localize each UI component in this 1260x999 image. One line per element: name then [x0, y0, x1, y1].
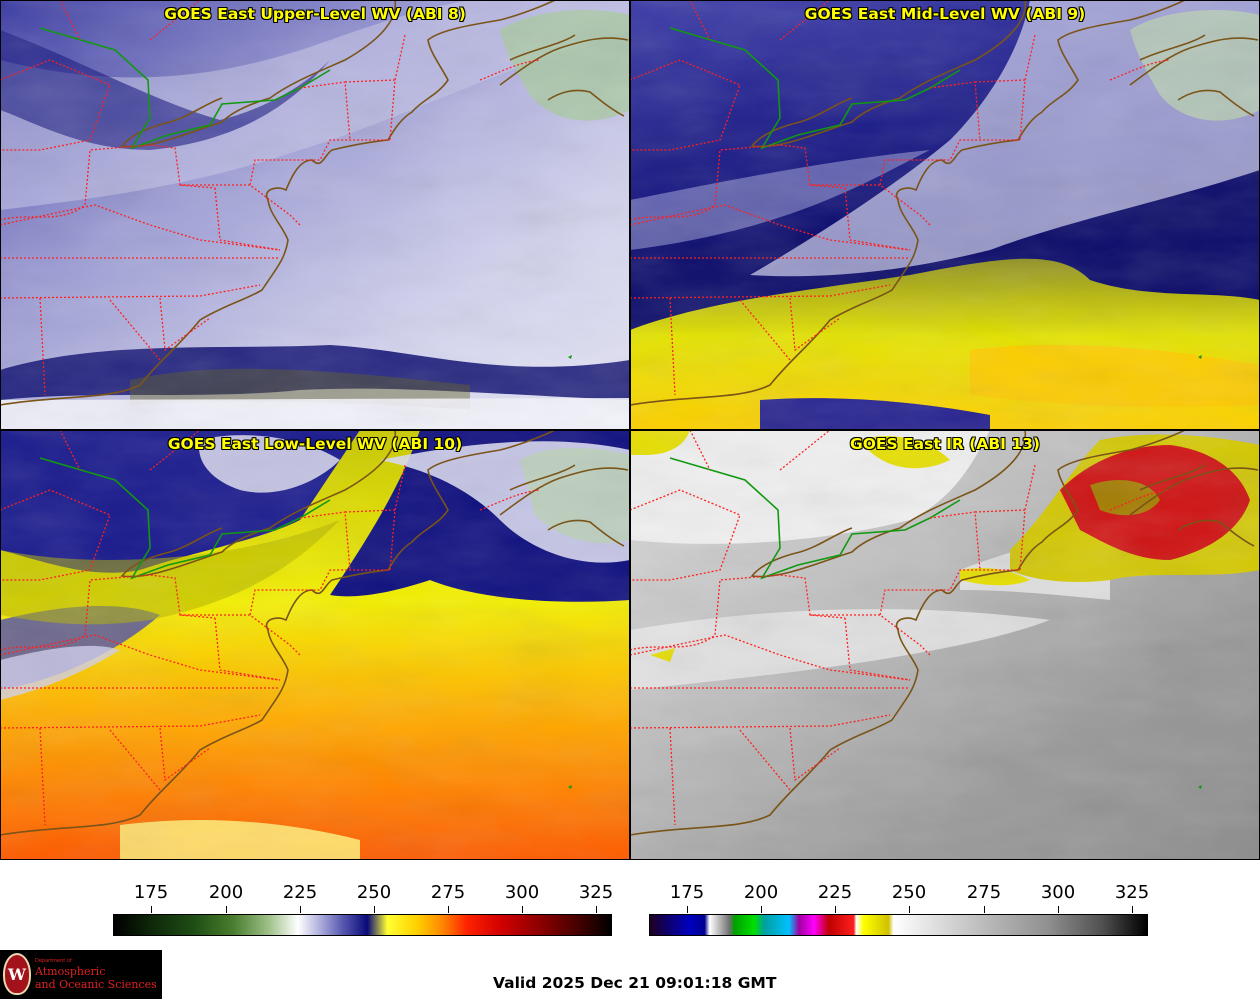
tick-mark: [1132, 906, 1133, 913]
valid-time-label: Valid 2025 Dec 21 09:01:18 GMT: [493, 974, 777, 992]
ir-colorbar: 175 200 225 250 275 300 325: [649, 878, 1150, 936]
upper-level-wv-image: [0, 0, 630, 430]
tick-label: 325: [1114, 882, 1150, 903]
uw-crest-icon: W: [3, 953, 31, 995]
low-level-wv-image: [0, 430, 630, 860]
tick-label: 275: [430, 882, 466, 903]
tick-mark: [300, 906, 301, 913]
tick-mark: [984, 906, 985, 913]
wv-colorbar-strip: [113, 914, 612, 936]
aos-logo: W Department of Atmospheric and Oceanic …: [0, 950, 162, 999]
tick-label: 300: [504, 882, 540, 903]
tick-mark: [596, 906, 597, 913]
tick-mark: [374, 906, 375, 913]
tick-label: 175: [669, 882, 705, 903]
logo-line-1: Atmospheric: [35, 965, 106, 978]
panel-mid-level-wv: GOES East Mid-Level WV (ABI 9): [630, 0, 1260, 430]
crest-letter: W: [8, 965, 26, 984]
panel-title: GOES East Mid-Level WV (ABI 9): [804, 5, 1086, 23]
tick-mark: [909, 906, 910, 913]
tick-label: 300: [1040, 882, 1076, 903]
logo-dept-text: Department of: [35, 958, 72, 964]
wv-colorbar: 175 200 225 250 275 300 325: [113, 878, 614, 936]
ir-image: [630, 430, 1260, 860]
panel-low-level-wv: GOES East Low-Level WV (ABI 10): [0, 430, 630, 860]
tick-mark: [448, 906, 449, 913]
ir-colorbar-strip: [649, 914, 1148, 936]
tick-mark: [687, 906, 688, 913]
tick-label: 200: [208, 882, 244, 903]
tick-mark: [151, 906, 152, 913]
logo-name-text: Atmospheric and Oceanic Sciences: [35, 965, 157, 991]
tick-label: 275: [966, 882, 1002, 903]
logo-line-2: and Oceanic Sciences: [35, 978, 157, 991]
tick-mark: [835, 906, 836, 913]
panel-ir: GOES East IR (ABI 13): [630, 430, 1260, 860]
tick-label: 200: [743, 882, 779, 903]
tick-label: 325: [578, 882, 614, 903]
panel-upper-level-wv: GOES East Upper-Level WV (ABI 8): [0, 0, 630, 430]
tick-mark: [522, 906, 523, 913]
tick-label: 225: [282, 882, 318, 903]
tick-label: 250: [356, 882, 392, 903]
tick-mark: [1058, 906, 1059, 913]
panel-title: GOES East IR (ABI 13): [850, 435, 1040, 453]
wv-colorbar-ticks: 175 200 225 250 275 300 325: [113, 878, 614, 914]
tick-label: 175: [133, 882, 169, 903]
tick-mark: [226, 906, 227, 913]
panel-title: GOES East Upper-Level WV (ABI 8): [164, 5, 466, 23]
panel-title: GOES East Low-Level WV (ABI 10): [167, 435, 463, 453]
tick-label: 250: [891, 882, 927, 903]
ir-colorbar-ticks: 175 200 225 250 275 300 325: [649, 878, 1150, 914]
mid-level-wv-image: [630, 0, 1260, 430]
tick-label: 225: [817, 882, 853, 903]
tick-mark: [761, 906, 762, 913]
